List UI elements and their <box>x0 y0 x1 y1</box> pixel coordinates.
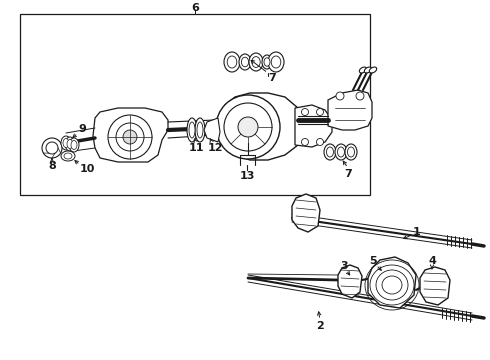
Ellipse shape <box>69 138 79 152</box>
Polygon shape <box>295 105 332 147</box>
Ellipse shape <box>326 147 334 157</box>
Polygon shape <box>93 108 168 162</box>
Ellipse shape <box>359 67 367 73</box>
Ellipse shape <box>365 67 372 73</box>
Ellipse shape <box>249 53 263 71</box>
Text: 10: 10 <box>79 164 95 174</box>
Text: 9: 9 <box>78 124 86 134</box>
Ellipse shape <box>324 144 336 160</box>
Polygon shape <box>338 265 362 298</box>
Ellipse shape <box>338 147 344 157</box>
Ellipse shape <box>65 137 75 151</box>
Ellipse shape <box>67 140 73 149</box>
Polygon shape <box>420 267 450 305</box>
Text: 11: 11 <box>188 143 204 153</box>
Polygon shape <box>292 194 320 232</box>
Circle shape <box>46 142 58 154</box>
Circle shape <box>317 139 323 145</box>
Circle shape <box>224 103 272 151</box>
Circle shape <box>356 92 364 100</box>
Text: 7: 7 <box>344 169 352 179</box>
Bar <box>20 14 370 195</box>
Polygon shape <box>220 93 305 160</box>
Circle shape <box>116 123 144 151</box>
Text: 3: 3 <box>340 261 348 271</box>
Circle shape <box>42 138 62 158</box>
Ellipse shape <box>64 153 72 159</box>
Ellipse shape <box>252 57 260 67</box>
Circle shape <box>317 108 323 116</box>
Ellipse shape <box>369 67 377 73</box>
Polygon shape <box>204 118 220 142</box>
Text: 13: 13 <box>239 171 255 181</box>
Text: 1: 1 <box>413 227 421 237</box>
Ellipse shape <box>264 58 270 66</box>
Ellipse shape <box>224 52 240 72</box>
Circle shape <box>301 139 309 145</box>
Ellipse shape <box>345 144 357 160</box>
Ellipse shape <box>262 55 272 69</box>
Ellipse shape <box>347 147 354 157</box>
Ellipse shape <box>187 118 197 142</box>
Ellipse shape <box>197 122 203 138</box>
Text: 5: 5 <box>369 256 377 266</box>
Ellipse shape <box>335 144 347 160</box>
Text: 7: 7 <box>268 73 276 83</box>
Ellipse shape <box>268 52 284 72</box>
Circle shape <box>336 92 344 100</box>
Ellipse shape <box>61 151 75 161</box>
Polygon shape <box>328 90 372 130</box>
Ellipse shape <box>242 57 248 67</box>
Text: 8: 8 <box>48 161 56 171</box>
Text: 2: 2 <box>316 321 324 331</box>
Polygon shape <box>368 257 416 308</box>
Circle shape <box>301 108 309 116</box>
Text: 4: 4 <box>428 256 436 266</box>
Circle shape <box>108 115 152 159</box>
Circle shape <box>123 130 137 144</box>
Circle shape <box>216 95 280 159</box>
Ellipse shape <box>189 122 195 138</box>
Ellipse shape <box>271 56 281 68</box>
Ellipse shape <box>63 139 69 148</box>
Ellipse shape <box>195 118 205 142</box>
Text: 6: 6 <box>191 3 199 13</box>
Ellipse shape <box>239 54 251 70</box>
Ellipse shape <box>227 56 237 68</box>
Text: 12: 12 <box>207 143 223 153</box>
Ellipse shape <box>71 140 77 149</box>
Ellipse shape <box>61 136 71 150</box>
Circle shape <box>238 117 258 137</box>
